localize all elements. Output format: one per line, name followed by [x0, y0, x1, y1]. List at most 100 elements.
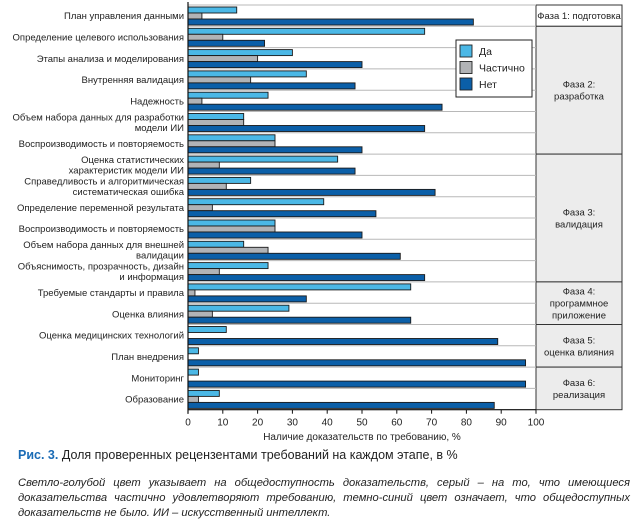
bar-partial: [187, 289, 196, 297]
category-label: Воспроизводимость и повторяемость: [19, 224, 184, 235]
figure-caption: Рис. 3. Доля проверенных рецензентами тр…: [18, 448, 628, 462]
phase-label-5: оценка влияния: [544, 347, 614, 358]
legend: Да Частично Нет: [455, 39, 533, 98]
bar-yes: [187, 326, 227, 333]
legend-swatch-yes: [459, 44, 473, 58]
bar-yes: [187, 70, 307, 78]
bar-partial: [187, 97, 203, 105]
bar-yes: [187, 347, 199, 355]
phase-label-4: приложение: [552, 311, 606, 322]
bar-yes: [187, 27, 426, 35]
legend-label: Частично: [479, 63, 525, 75]
figure-caption-text: Доля проверенных рецензентами требований…: [58, 448, 458, 462]
x-tick-label: 30: [287, 418, 299, 429]
phase-label-6: реализация: [553, 390, 605, 401]
category-label: и информация: [119, 272, 184, 283]
phase-label-2: Фаза 2:: [563, 80, 596, 91]
bar-no: [187, 82, 356, 90]
phase-label-2: разработка: [554, 92, 605, 103]
category-label: Надежность: [130, 96, 184, 107]
bar-yes: [187, 219, 276, 227]
category-label: Объем набора данных для внешней: [23, 240, 184, 251]
bar-yes: [187, 155, 339, 163]
bar-yes: [187, 368, 199, 376]
bar-yes: [187, 304, 290, 312]
bar-no: [187, 167, 356, 175]
bar-partial: [187, 310, 213, 318]
x-tick-label: 70: [426, 418, 438, 429]
bar-no: [187, 61, 363, 69]
x-tick-label: 60: [391, 418, 403, 429]
bar-no: [187, 380, 527, 388]
bar-no: [187, 316, 412, 324]
phase-label-5: Фаза 5:: [563, 335, 596, 346]
bar-partial: [187, 140, 276, 148]
bar-no: [187, 401, 495, 409]
x-tick-label: 90: [496, 418, 508, 429]
category-label: Требуемые стандарты и правила: [38, 288, 185, 299]
bars: [187, 6, 527, 409]
x-axis: 0 10 20 30 40 50 60 70 80 90 100: [185, 2, 545, 429]
phase-box-3: [535, 153, 623, 283]
bar-yes: [187, 91, 269, 99]
x-tick-label: 80: [461, 418, 473, 429]
bar-partial: [187, 225, 276, 233]
bar-no: [187, 295, 307, 303]
bar-partial: [187, 246, 269, 254]
category-label: Объем набора данных для разработки: [13, 112, 185, 123]
category-label: валидации: [136, 251, 184, 262]
phase-column: Фаза 1: подготовка Фаза 2:разработка Фаза …: [535, 4, 623, 411]
phase-box-4: [535, 281, 623, 325]
category-label: План внедрения: [111, 352, 184, 363]
bar-yes: [187, 283, 412, 291]
category-label: План управления данными: [64, 11, 184, 22]
phase-label-4: Фаза 4:: [563, 287, 596, 298]
bar-partial: [187, 33, 224, 41]
category-label: Определение целевого использования: [13, 32, 184, 43]
category-label: Оценка влияния: [112, 309, 184, 320]
category-label: модели ИИ: [135, 123, 184, 134]
bar-yes: [187, 49, 293, 57]
category-label: Этапы анализа и моделирования: [37, 54, 184, 65]
phase-box-2: [535, 25, 623, 155]
bar-partial: [187, 395, 199, 403]
phase-label-1: Фаза 1: подготовка: [537, 11, 621, 22]
bar-no: [187, 188, 436, 196]
legend-swatch-no: [459, 77, 473, 91]
phase-label-4: программное: [550, 299, 609, 310]
category-label: Оценка медицинских технологий: [39, 331, 184, 342]
bar-partial: [187, 55, 259, 63]
phase-label-3: валидация: [555, 220, 603, 231]
bar-partial: [187, 204, 213, 212]
phase-label-3: Фаза 3:: [563, 208, 596, 219]
x-tick-label: 50: [356, 418, 368, 429]
category-label: Мониторинг: [131, 373, 184, 384]
legend-label: Нет: [479, 79, 497, 91]
bar-no: [187, 252, 401, 260]
bar-chart: Фаза 1: подготовка Фаза 2:разработка Фаза …: [13, 2, 623, 443]
bar-partial: [187, 12, 203, 20]
row-gridlines: [188, 4, 536, 411]
bar-partial: [187, 119, 245, 126]
phase-label-6: Фаза 6:: [563, 378, 596, 389]
x-axis-title: Наличие доказательств по требованию, %: [263, 431, 461, 443]
bar-no: [187, 231, 363, 239]
bar-yes: [187, 6, 238, 14]
category-label: Воспроизводимость и повторяемость: [19, 139, 184, 150]
category-label: Объяснимость, прозрачность, дизайн: [18, 262, 184, 273]
x-tick-label: 0: [185, 418, 191, 429]
phase-box-6: [535, 366, 623, 411]
bar-yes: [187, 113, 245, 120]
bar-yes: [187, 134, 276, 142]
bar-no: [187, 210, 377, 218]
legend-label: Да: [479, 46, 492, 58]
bar-no: [187, 338, 499, 345]
category-label: Справедливость и алгоритмическая: [24, 176, 184, 187]
category-label: Внутренняя валидация: [82, 75, 184, 86]
bar-partial: [187, 268, 220, 276]
category-label: систематическая ошибка: [73, 187, 185, 198]
bar-yes: [187, 240, 245, 248]
legend-swatch-partial: [459, 61, 473, 74]
bar-no: [187, 125, 426, 132]
category-label: характеристик модели ИИ: [69, 166, 185, 177]
